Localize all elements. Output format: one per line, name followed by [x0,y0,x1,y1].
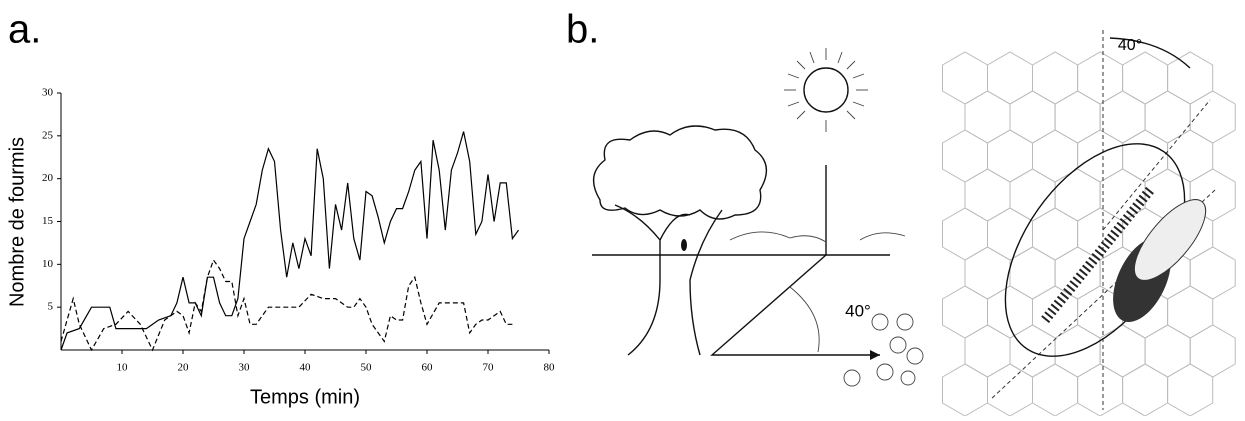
dance-axis-upper [1102,99,1211,231]
tree-hole [681,239,687,251]
hex-cell [964,168,1011,222]
tree-canopy [592,125,768,220]
hex-cell [942,285,988,339]
angle-arc [1109,37,1191,69]
hex-cell [1189,246,1236,300]
hex-cell [1054,168,1101,222]
hex-cell [942,207,988,261]
bee-wing [1133,199,1207,281]
hex-cell [1167,129,1214,183]
hex-cell [942,363,988,417]
hex-cell [1077,51,1124,105]
hills [729,231,906,243]
y-tick-label: 20 [42,172,54,184]
hex-cell [1009,90,1056,144]
sun [803,67,849,113]
arrow-head [870,350,880,360]
waggle-dance: 40° [989,30,1216,410]
hex-cell [987,207,1033,261]
hex-cell [1122,51,1169,105]
hex-cell [1032,129,1079,183]
hex-cell [987,363,1033,417]
x-tick-label: 40 [300,362,312,374]
flight-path [710,254,880,356]
hex-cell [1077,129,1124,183]
hex-cell [1189,90,1236,144]
hex-cell [1032,363,1079,417]
hex-cell [964,324,1011,378]
hex-cell [987,51,1033,105]
hex-cell [1189,324,1236,378]
flowers [843,313,924,387]
hex-cell [964,90,1011,144]
x-axis-label: Temps (min) [250,386,360,408]
data-line [60,131,519,351]
hex-cell [1077,363,1124,417]
tree-trunk [614,204,723,356]
hex-cell [1009,246,1056,300]
landscape-illustration: 40° [592,48,924,387]
hex-cell [964,246,1011,300]
angle-label: 40° [845,301,871,320]
hex-cell [1099,324,1146,378]
x-tick-label: 80 [544,362,556,374]
x-tick-label: 30 [239,362,251,374]
angle-arc [789,286,820,353]
y-tick-label: 5 [48,301,54,313]
hex-cell [1144,324,1191,378]
panel-label: b. [566,8,599,52]
y-tick-label: 25 [42,129,54,141]
y-tick-label: 10 [42,258,54,270]
hex-cell [942,129,988,183]
hex-cell [1099,90,1146,144]
y-tick-label: 15 [42,215,54,227]
hex-cell [1122,129,1169,183]
hex-cell [1054,90,1101,144]
hex-cell [987,129,1033,183]
hex-cell [1032,51,1079,105]
hex-cell [1167,51,1214,105]
x-tick-label: 20 [178,362,190,374]
hex-cell [1032,207,1079,261]
y-tick-label: 30 [42,87,54,99]
hex-cell [1099,168,1146,222]
x-tick-label: 60 [422,362,434,374]
y-axis-label: Nombre de fourmis [6,137,28,307]
angle-label: 40° [1118,37,1142,54]
hex-cell [1122,363,1169,417]
x-tick-label: 50 [361,362,373,374]
x-tick-label: 70 [483,362,495,374]
hex-cell [942,51,988,105]
hex-cell [1167,285,1214,339]
axes [60,93,549,351]
x-tick-label: 10 [117,362,129,374]
hex-cell [1144,90,1191,144]
data-line [60,258,513,352]
hex-cell [987,285,1033,339]
sun-rays [784,48,868,132]
hex-cell [1009,324,1056,378]
hex-cell [1167,363,1214,417]
panel-label: a. [8,8,41,52]
